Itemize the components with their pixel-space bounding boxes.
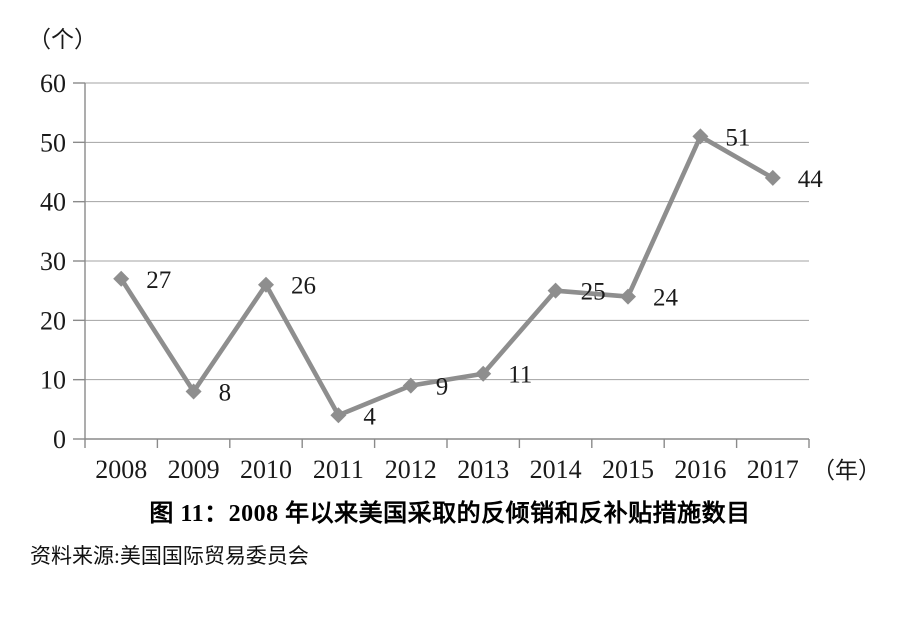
line-chart: 0 10 20 30 40 50 60 2008 2009 2010 2011 2012 2013 201… bbox=[28, 27, 881, 484]
x-tick-label: 2008 bbox=[95, 455, 147, 484]
x-tick-label: 2011 bbox=[313, 455, 364, 484]
y-tick-label: 60 bbox=[40, 69, 66, 98]
data-point-label: 4 bbox=[363, 403, 376, 430]
source-note: 资料来源:美国国际贸易委员会 bbox=[30, 544, 309, 568]
data-point-marker bbox=[547, 282, 564, 299]
y-tick-label: 50 bbox=[40, 128, 66, 157]
x-tick-label: 2016 bbox=[674, 455, 726, 484]
x-tick-label: 2010 bbox=[240, 455, 292, 484]
data-point-marker bbox=[764, 169, 781, 186]
x-tick-label: 2017 bbox=[747, 455, 799, 484]
y-tick-label: 30 bbox=[40, 247, 66, 276]
data-point-marker bbox=[620, 288, 636, 305]
x-tick-label: 2015 bbox=[602, 455, 654, 484]
x-tick-label: 2014 bbox=[530, 455, 582, 484]
data-point-label: 27 bbox=[146, 267, 171, 294]
y-tick-label: 0 bbox=[53, 425, 66, 454]
y-tick-label: 10 bbox=[40, 366, 66, 395]
y-tick-label: 40 bbox=[40, 188, 66, 217]
data-point-marker bbox=[402, 377, 419, 394]
data-point-marker bbox=[692, 128, 709, 145]
data-point-label: 24 bbox=[653, 285, 679, 312]
data-point-marker bbox=[475, 365, 492, 382]
x-axis-unit-label: （年） bbox=[812, 458, 881, 483]
data-point-marker bbox=[330, 407, 347, 424]
data-point-label: 9 bbox=[436, 374, 449, 401]
data-point-marker bbox=[258, 276, 274, 293]
y-axis-unit-label: （个） bbox=[28, 27, 97, 52]
data-point-label: 26 bbox=[291, 273, 316, 300]
data-point-label: 8 bbox=[219, 380, 232, 407]
figure-caption: 图 11：2008 年以来美国采取的反倾销和反补贴措施数目 bbox=[149, 501, 751, 527]
data-point-marker bbox=[113, 270, 130, 287]
data-point-label: 11 bbox=[508, 362, 532, 389]
x-tick-label: 2009 bbox=[168, 455, 220, 484]
data-point-label: 25 bbox=[581, 279, 606, 306]
y-tick-label: 20 bbox=[40, 306, 66, 335]
x-tick-label: 2012 bbox=[385, 455, 437, 484]
data-point-label: 51 bbox=[725, 124, 750, 151]
series-line bbox=[118, 134, 776, 418]
data-point-label: 44 bbox=[798, 166, 824, 193]
data-point-marker bbox=[185, 383, 202, 400]
x-tick-label: 2013 bbox=[457, 455, 509, 484]
